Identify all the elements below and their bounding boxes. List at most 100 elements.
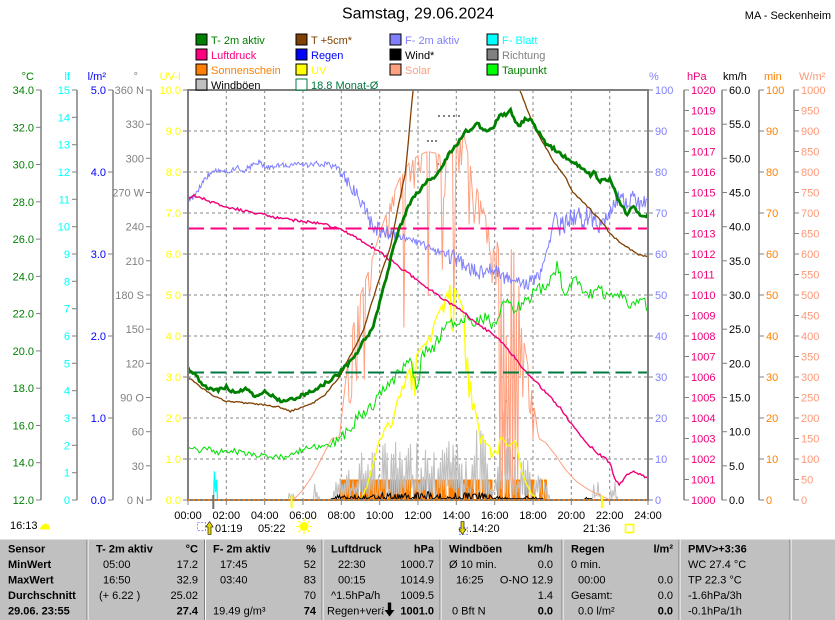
svg-text:30.0: 30.0 <box>13 160 34 172</box>
svg-text:1010: 1010 <box>691 290 715 302</box>
svg-text:1.0: 1.0 <box>166 454 181 466</box>
svg-text:50: 50 <box>766 290 778 302</box>
svg-text:TP 22.3 °C: TP 22.3 °C <box>688 575 742 587</box>
svg-text:l/m²: l/m² <box>88 71 107 83</box>
svg-text:40.0: 40.0 <box>729 222 750 234</box>
svg-text:9.0: 9.0 <box>166 126 181 138</box>
svg-text:7: 7 <box>64 304 70 316</box>
svg-text:18.0: 18.0 <box>13 383 34 395</box>
svg-text:1005: 1005 <box>691 393 715 405</box>
svg-text:F- 2m aktiv: F- 2m aktiv <box>213 544 271 556</box>
svg-text:Taupunkt: Taupunkt <box>502 65 547 77</box>
svg-text:1020: 1020 <box>691 85 715 97</box>
svg-text:8: 8 <box>64 276 70 288</box>
svg-text:60: 60 <box>655 249 667 261</box>
svg-text:17:45: 17:45 <box>220 559 248 571</box>
svg-text:08:00: 08:00 <box>328 510 356 522</box>
svg-text:06:00: 06:00 <box>289 510 317 522</box>
svg-text:100: 100 <box>766 85 784 97</box>
svg-text:55.0: 55.0 <box>729 119 750 131</box>
svg-text:12.0: 12.0 <box>13 495 34 507</box>
svg-text:18:00: 18:00 <box>519 510 547 522</box>
svg-text:Windböen: Windböen <box>211 80 261 92</box>
svg-text:3.0: 3.0 <box>166 372 181 384</box>
svg-text:14:00: 14:00 <box>443 510 471 522</box>
svg-text:2: 2 <box>64 440 70 452</box>
svg-text:°C: °C <box>22 71 34 83</box>
svg-text:Luftdruck: Luftdruck <box>211 50 257 62</box>
svg-text:Regen+verä: Regen+verä <box>327 606 388 618</box>
svg-text:1004: 1004 <box>691 413 715 425</box>
svg-text:80: 80 <box>766 167 778 179</box>
svg-text:Regen: Regen <box>571 544 605 556</box>
svg-text:21:36: 21:36 <box>583 523 611 535</box>
svg-text:650: 650 <box>801 229 819 241</box>
svg-text:1006: 1006 <box>691 372 715 384</box>
svg-text:°: ° <box>134 71 138 83</box>
svg-text:14: 14 <box>58 112 70 124</box>
svg-text:90 O: 90 O <box>120 393 144 405</box>
svg-text:32.0: 32.0 <box>13 122 34 134</box>
svg-text:0: 0 <box>655 495 661 507</box>
svg-text:PMV>+3:36: PMV>+3:36 <box>688 544 747 556</box>
svg-text:83: 83 <box>304 575 316 587</box>
svg-text:4: 4 <box>64 386 70 398</box>
svg-text:20: 20 <box>766 413 778 425</box>
svg-text:lf: lf <box>65 71 71 83</box>
svg-text:50.0: 50.0 <box>729 153 750 165</box>
svg-text:0 Bft N: 0 Bft N <box>452 606 486 618</box>
svg-text:80: 80 <box>655 167 667 179</box>
svg-text:100: 100 <box>655 85 673 97</box>
svg-text:25.0: 25.0 <box>729 324 750 336</box>
svg-text:0.0: 0.0 <box>729 495 744 507</box>
svg-text:F- Blatt: F- Blatt <box>502 35 537 47</box>
svg-text:0: 0 <box>766 495 772 507</box>
svg-text:600: 600 <box>801 249 819 261</box>
svg-text:30: 30 <box>766 372 778 384</box>
svg-text:300: 300 <box>126 153 144 165</box>
svg-text:1009: 1009 <box>691 311 715 323</box>
svg-text:16:50: 16:50 <box>103 575 131 587</box>
svg-text:hPa: hPa <box>687 71 707 83</box>
svg-text:-0.1hPa/1h: -0.1hPa/1h <box>688 606 742 618</box>
svg-text:24.0: 24.0 <box>13 271 34 283</box>
svg-text:5.0: 5.0 <box>729 461 744 473</box>
svg-text:2.0: 2.0 <box>91 331 106 343</box>
svg-text:22:30: 22:30 <box>338 559 366 571</box>
svg-text:700: 700 <box>801 208 819 220</box>
svg-text:1019: 1019 <box>691 106 715 118</box>
svg-text:3.0: 3.0 <box>91 249 106 261</box>
svg-text:1007: 1007 <box>691 352 715 364</box>
svg-text:km/h: km/h <box>723 71 747 83</box>
svg-text:20: 20 <box>655 413 667 425</box>
svg-text:1.4: 1.4 <box>538 590 553 602</box>
svg-text:70: 70 <box>655 208 667 220</box>
svg-text:52: 52 <box>304 559 316 571</box>
svg-text:2.0: 2.0 <box>166 413 181 425</box>
svg-text:50: 50 <box>801 475 813 487</box>
svg-text:F- 2m aktiv: F- 2m aktiv <box>405 35 460 47</box>
svg-text:Samstag, 29.06.2024: Samstag, 29.06.2024 <box>342 6 494 23</box>
svg-text:25.02: 25.02 <box>170 590 198 602</box>
svg-text:WC 27.4 °C: WC 27.4 °C <box>688 559 746 571</box>
svg-text:0: 0 <box>64 495 70 507</box>
svg-text:1014: 1014 <box>691 208 715 220</box>
svg-text:1000.7: 1000.7 <box>400 559 434 571</box>
svg-text:300: 300 <box>801 372 819 384</box>
svg-text:min: min <box>764 71 782 83</box>
svg-text:250: 250 <box>801 393 819 405</box>
svg-text:70: 70 <box>304 590 316 602</box>
svg-text:13: 13 <box>58 140 70 152</box>
svg-text:9: 9 <box>64 249 70 261</box>
svg-text:5.0: 5.0 <box>166 290 181 302</box>
svg-text:km/h: km/h <box>527 544 553 556</box>
svg-text:0.0: 0.0 <box>91 495 106 507</box>
svg-text:0.0: 0.0 <box>658 590 673 602</box>
svg-text:4.0: 4.0 <box>91 167 106 179</box>
svg-text:1009.5: 1009.5 <box>400 590 434 602</box>
svg-text:00:00: 00:00 <box>174 510 202 522</box>
svg-text:26.0: 26.0 <box>13 234 34 246</box>
svg-text:O-NO 12.9: O-NO 12.9 <box>500 575 553 587</box>
svg-text:330: 330 <box>126 119 144 131</box>
svg-text:T- 2m aktiv: T- 2m aktiv <box>96 544 154 556</box>
